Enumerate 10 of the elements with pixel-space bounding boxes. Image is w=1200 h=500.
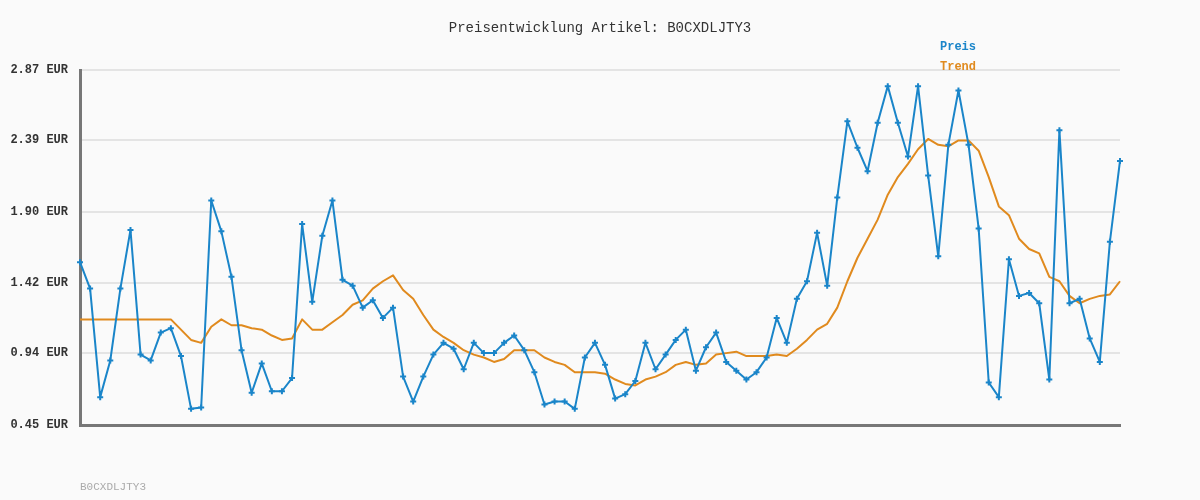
- text: B0CXDLJTY3: [80, 480, 147, 493]
- y-tick-label: 2.39 EUR: [10, 133, 69, 148]
- y-tick-label: 2.87 EUR: [10, 63, 69, 78]
- y-tick-label: 1.42 EUR: [10, 275, 69, 290]
- text: Trend: [940, 60, 977, 75]
- y-tick-label: 1.90 EUR: [10, 205, 69, 220]
- y-tick-label: 0.94 EUR: [10, 346, 69, 361]
- text: Preis: [940, 40, 977, 55]
- chart-title: Preisentwicklung Artikel: B0CXDLJTY3: [448, 19, 752, 36]
- y-tick-label: 0.45 EUR: [10, 418, 69, 433]
